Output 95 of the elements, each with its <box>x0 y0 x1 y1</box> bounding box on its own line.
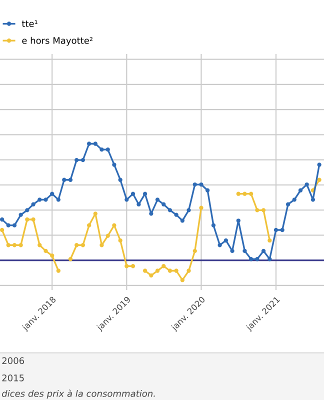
point <box>0 228 4 232</box>
point <box>155 268 160 273</box>
point <box>106 234 110 238</box>
point <box>286 202 290 206</box>
point <box>124 264 129 268</box>
point <box>280 228 284 232</box>
point <box>268 238 272 243</box>
point <box>274 228 278 232</box>
point <box>261 208 266 212</box>
point <box>174 212 178 217</box>
point <box>12 223 17 228</box>
point <box>112 162 116 167</box>
point <box>118 238 122 243</box>
point <box>317 162 322 167</box>
point <box>80 158 86 162</box>
point <box>130 192 136 196</box>
point <box>162 264 166 268</box>
point <box>86 142 92 146</box>
point <box>31 217 36 222</box>
point <box>192 182 197 187</box>
point <box>168 268 172 273</box>
point <box>218 243 222 248</box>
point <box>304 182 309 187</box>
point <box>186 268 191 273</box>
point <box>149 273 154 278</box>
point <box>68 178 73 182</box>
point <box>130 264 136 268</box>
point <box>106 147 110 152</box>
point <box>86 223 92 228</box>
point <box>180 278 185 282</box>
point <box>192 248 197 254</box>
point <box>310 198 316 202</box>
point <box>44 248 48 254</box>
point <box>248 192 254 196</box>
text: dices des prix à la consommation. <box>2 390 155 399</box>
point <box>118 178 122 182</box>
point <box>142 268 148 273</box>
point <box>25 217 30 222</box>
point <box>74 158 79 162</box>
point <box>68 257 73 262</box>
point <box>100 243 104 248</box>
point <box>62 178 66 182</box>
point <box>25 208 30 212</box>
point <box>100 147 104 152</box>
point <box>124 198 129 202</box>
point <box>230 248 234 254</box>
point <box>180 218 185 223</box>
point <box>211 223 216 228</box>
point <box>44 198 48 202</box>
point <box>93 212 98 216</box>
point <box>38 243 42 248</box>
point <box>224 238 228 243</box>
point <box>93 142 98 146</box>
point <box>162 202 166 206</box>
legend-label: tte¹ <box>22 20 38 28</box>
legend-label: e hors Mayotte² <box>22 36 92 46</box>
point <box>317 178 322 182</box>
point <box>149 212 154 216</box>
point <box>242 192 247 196</box>
point <box>186 208 191 212</box>
point <box>50 192 54 196</box>
point <box>205 188 210 192</box>
point <box>50 254 54 258</box>
point <box>174 268 178 273</box>
point <box>248 257 254 262</box>
point <box>38 198 42 202</box>
point <box>80 243 86 248</box>
point <box>31 202 36 206</box>
point <box>168 208 172 212</box>
point <box>56 198 61 202</box>
point <box>0 217 4 222</box>
point <box>136 202 141 206</box>
point <box>236 192 240 196</box>
point <box>261 248 266 254</box>
point <box>18 243 23 248</box>
point <box>74 243 79 248</box>
point <box>255 257 260 262</box>
point <box>298 188 303 192</box>
point <box>6 223 10 228</box>
point <box>6 243 10 248</box>
point <box>18 212 23 217</box>
point <box>155 198 160 202</box>
point <box>268 257 272 262</box>
point <box>56 268 61 273</box>
point <box>236 218 240 223</box>
point <box>112 223 116 228</box>
point <box>12 243 17 248</box>
point <box>292 198 296 202</box>
point <box>199 182 204 187</box>
point <box>242 248 247 254</box>
point <box>199 206 204 210</box>
point <box>255 208 260 212</box>
point <box>142 192 148 196</box>
text: 2006 <box>2 357 24 364</box>
text: 2015 <box>2 374 24 382</box>
